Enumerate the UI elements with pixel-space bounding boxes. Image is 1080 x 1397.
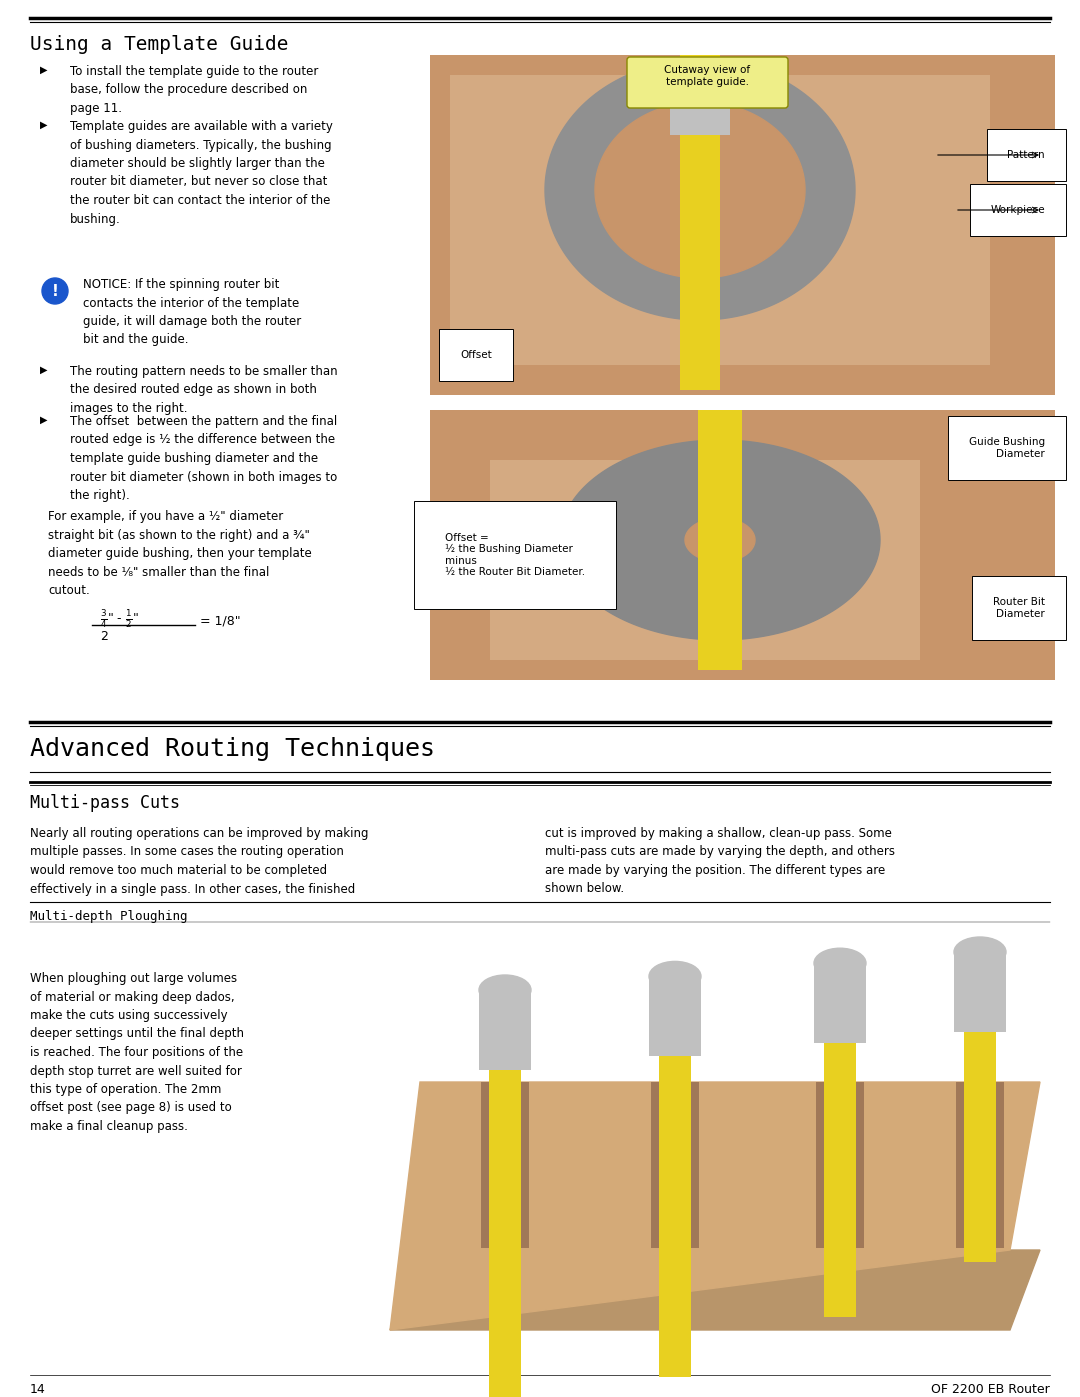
Text: Cutaway view of
template guide.: Cutaway view of template guide. [664,66,751,87]
Text: The offset  between the pattern and the final
routed edge is ½ the difference be: The offset between the pattern and the f… [70,415,337,502]
FancyBboxPatch shape [430,54,1055,395]
Polygon shape [390,1250,1040,1330]
Text: Template guides are available with a variety
of bushing diameters. Typically, th: Template guides are available with a var… [70,120,333,225]
Polygon shape [561,440,880,640]
Text: cut is improved by making a shallow, clean-up pass. Some
multi-pass cuts are mad: cut is improved by making a shallow, cle… [545,827,895,895]
Text: To install the template guide to the router
base, follow the procedure described: To install the template guide to the rou… [70,66,319,115]
Text: Using a Template Guide: Using a Template Guide [30,35,288,54]
FancyBboxPatch shape [964,951,996,1261]
FancyBboxPatch shape [489,990,521,1397]
FancyBboxPatch shape [649,977,701,1056]
Circle shape [42,278,68,305]
Polygon shape [685,518,755,562]
FancyBboxPatch shape [481,1083,529,1248]
Text: !: ! [52,284,58,299]
Text: ▶: ▶ [40,66,48,75]
Text: ▶: ▶ [40,415,48,425]
FancyBboxPatch shape [490,460,920,659]
Polygon shape [595,102,805,278]
Ellipse shape [954,937,1005,967]
Text: Offset: Offset [460,351,491,360]
FancyBboxPatch shape [480,990,531,1070]
FancyBboxPatch shape [956,1083,1004,1248]
FancyBboxPatch shape [659,977,691,1377]
Text: The routing pattern needs to be smaller than
the desired routed edge as shown in: The routing pattern needs to be smaller … [70,365,338,415]
FancyBboxPatch shape [450,75,990,365]
Text: Workpiece: Workpiece [990,205,1045,215]
Text: OF 2200 EB Router: OF 2200 EB Router [931,1383,1050,1396]
Polygon shape [545,60,855,320]
FancyBboxPatch shape [430,409,1055,680]
FancyBboxPatch shape [698,409,742,671]
Text: When ploughing out large volumes
of material or making deep dados,
make the cuts: When ploughing out large volumes of mate… [30,972,244,1133]
FancyBboxPatch shape [680,54,720,390]
Text: Offset =
½ the Bushing Diameter
minus
½ the Router Bit Diameter.: Offset = ½ the Bushing Diameter minus ½ … [445,532,585,577]
FancyBboxPatch shape [670,75,730,136]
Text: $\frac{3}{4}$" - $\frac{1}{2}$": $\frac{3}{4}$" - $\frac{1}{2}$" [100,608,139,630]
Text: Multi-depth Ploughing: Multi-depth Ploughing [30,909,188,923]
Text: ▶: ▶ [40,365,48,374]
Text: Pattern: Pattern [1008,149,1045,161]
Text: 14: 14 [30,1383,45,1396]
FancyBboxPatch shape [651,1083,699,1248]
Text: NOTICE: If the spinning router bit
contacts the interior of the template
guide, : NOTICE: If the spinning router bit conta… [83,278,301,346]
Ellipse shape [670,66,730,105]
Text: Guide Bushing
Diameter: Guide Bushing Diameter [969,437,1045,458]
Text: Router Bit
Diameter: Router Bit Diameter [993,597,1045,619]
Ellipse shape [480,975,531,1004]
Polygon shape [390,1083,1040,1330]
Text: Nearly all routing operations can be improved by making
multiple passes. In some: Nearly all routing operations can be imp… [30,827,368,895]
Text: Advanced Routing Techniques: Advanced Routing Techniques [30,738,435,761]
Text: For example, if you have a ½" diameter
straight bit (as shown to the right) and : For example, if you have a ½" diameter s… [48,510,312,597]
Text: = 1/8": = 1/8" [200,615,241,627]
FancyBboxPatch shape [816,1083,864,1248]
FancyBboxPatch shape [954,951,1005,1032]
FancyBboxPatch shape [824,963,856,1317]
Ellipse shape [649,961,701,992]
Text: ▶: ▶ [40,120,48,130]
Text: Multi-pass Cuts: Multi-pass Cuts [30,793,180,812]
FancyBboxPatch shape [627,57,788,108]
Ellipse shape [814,949,866,978]
FancyBboxPatch shape [814,963,866,1044]
Text: 2: 2 [100,630,108,643]
